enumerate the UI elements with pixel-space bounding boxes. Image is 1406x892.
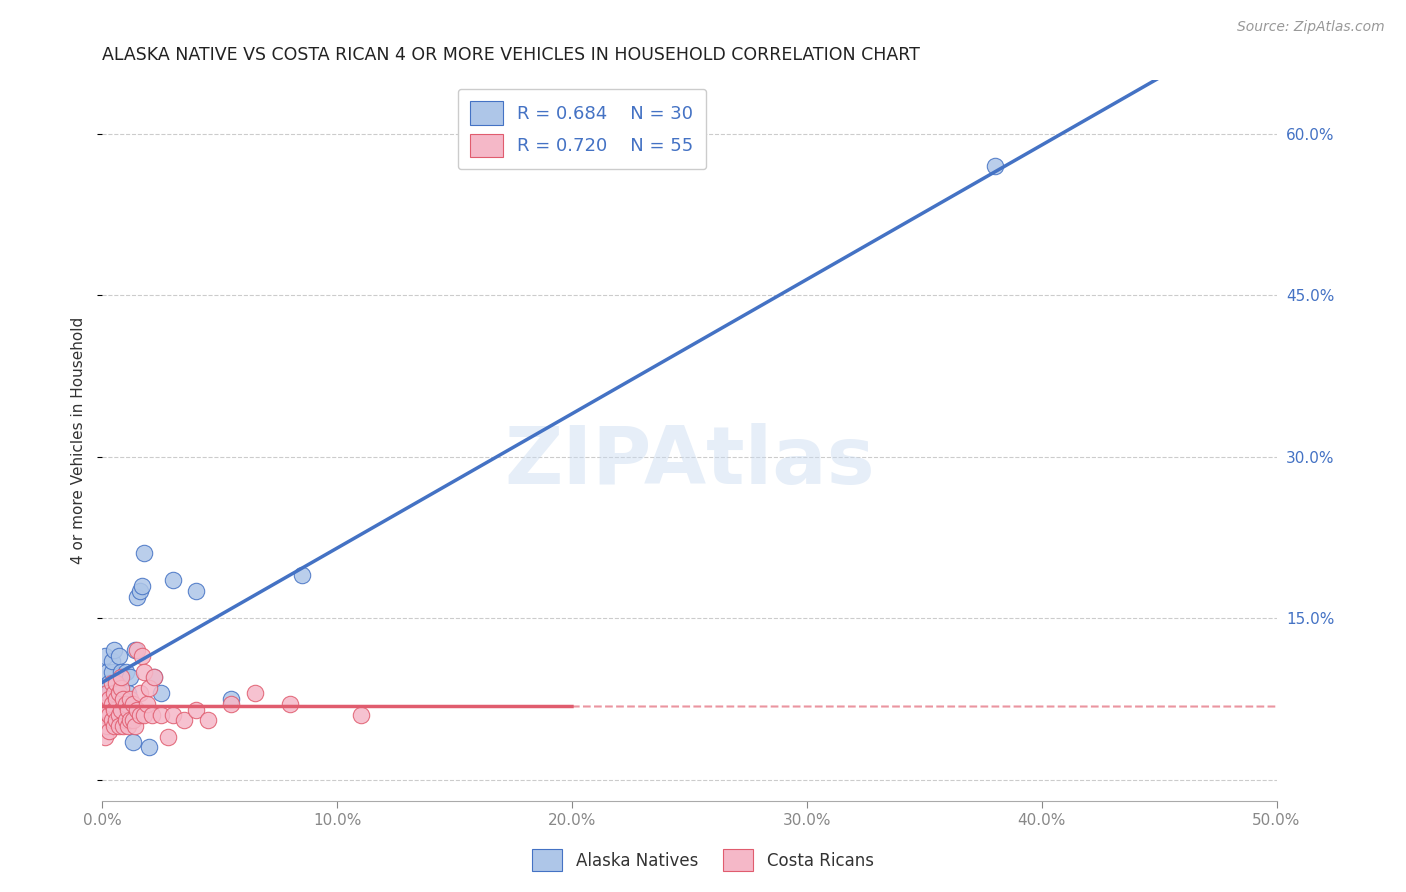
Point: [156, 730, 179, 744]
Point: [112, 703, 135, 717]
Point: [138, 681, 160, 695]
Point: [112, 719, 135, 733]
Point: [105, 714, 128, 728]
Text: Source: ZipAtlas.com: Source: ZipAtlas.com: [1237, 20, 1385, 34]
Point: [98, 724, 121, 739]
Point: [149, 708, 172, 723]
Point: [131, 579, 153, 593]
Point: [93, 730, 115, 744]
Point: [98, 675, 121, 690]
Point: [124, 643, 146, 657]
Point: [117, 719, 139, 733]
Point: [103, 643, 125, 657]
Point: [103, 703, 125, 717]
Point: [121, 697, 143, 711]
Point: [100, 714, 122, 728]
Point: [127, 643, 149, 657]
Point: [138, 740, 160, 755]
Point: [100, 675, 122, 690]
Point: [110, 665, 132, 679]
Point: [221, 697, 243, 711]
Point: [96, 703, 118, 717]
Point: [278, 697, 301, 711]
Point: [121, 735, 143, 749]
Point: [128, 584, 150, 599]
Point: [117, 686, 139, 700]
Point: [127, 703, 149, 717]
Point: [105, 708, 128, 723]
Point: [127, 590, 149, 604]
Point: [142, 670, 165, 684]
Point: [105, 691, 128, 706]
Point: [107, 686, 129, 700]
Point: [105, 697, 128, 711]
Point: [141, 708, 163, 723]
Point: [128, 708, 150, 723]
Point: [162, 708, 184, 723]
Point: [134, 665, 156, 679]
Point: [107, 648, 129, 663]
Point: [131, 648, 153, 663]
Point: [114, 665, 136, 679]
Point: [186, 703, 208, 717]
Point: [197, 714, 219, 728]
Point: [98, 691, 121, 706]
Text: ZIPAtlas: ZIPAtlas: [503, 423, 875, 501]
Point: [107, 719, 129, 733]
Point: [93, 648, 115, 663]
Point: [103, 719, 125, 733]
Legend: R = 0.684    N = 30, R = 0.720    N = 55: R = 0.684 N = 30, R = 0.720 N = 55: [458, 88, 706, 169]
Legend: Alaska Natives, Costa Ricans: Alaska Natives, Costa Ricans: [524, 841, 882, 880]
Point: [100, 654, 122, 668]
Point: [142, 670, 165, 684]
Point: [103, 686, 125, 700]
Point: [114, 714, 136, 728]
Point: [243, 686, 266, 700]
Point: [98, 708, 121, 723]
Point: [110, 670, 132, 684]
Y-axis label: 4 or more Vehicles in Household: 4 or more Vehicles in Household: [72, 317, 86, 564]
Point: [186, 584, 208, 599]
Point: [221, 691, 243, 706]
Point: [120, 714, 142, 728]
Point: [135, 697, 157, 711]
Point: [173, 714, 195, 728]
Point: [121, 714, 143, 728]
Point: [100, 697, 122, 711]
Point: [96, 686, 118, 700]
Text: ALASKA NATIVE VS COSTA RICAN 4 OR MORE VEHICLES IN HOUSEHOLD CORRELATION CHART: ALASKA NATIVE VS COSTA RICAN 4 OR MORE V…: [103, 46, 920, 64]
Point: [96, 719, 118, 733]
Point: [983, 159, 1005, 173]
Point: [120, 670, 142, 684]
Point: [149, 686, 172, 700]
Point: [107, 708, 129, 723]
Point: [117, 703, 139, 717]
Point: [124, 719, 146, 733]
Point: [120, 691, 142, 706]
Point: [128, 686, 150, 700]
Point: [105, 675, 128, 690]
Point: [134, 546, 156, 560]
Point: [107, 691, 129, 706]
Point: [100, 665, 122, 679]
Point: [114, 697, 136, 711]
Point: [291, 568, 314, 582]
Point: [349, 708, 371, 723]
Point: [93, 708, 115, 723]
Point: [112, 691, 135, 706]
Point: [110, 681, 132, 695]
Point: [98, 686, 121, 700]
Point: [110, 703, 132, 717]
Point: [96, 665, 118, 679]
Point: [162, 574, 184, 588]
Point: [134, 708, 156, 723]
